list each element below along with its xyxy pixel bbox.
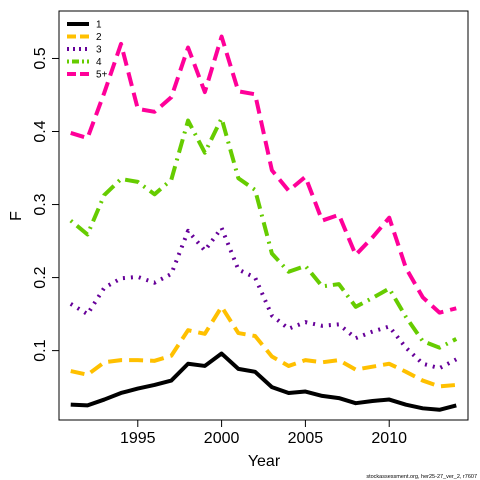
y-tick-label-0.2: 0.2: [32, 266, 49, 288]
legend-label-2: 2: [96, 32, 102, 43]
x-axis: 1995 2000 2005 2010: [120, 420, 407, 447]
y-axis: 0.1 0.2 0.3 0.4 0.5: [32, 47, 59, 362]
plot-frame: [58, 10, 469, 421]
footnote: stockassessment.org, her25-27_ver_2, r76…: [366, 474, 477, 480]
series-line-1: [70, 351, 457, 412]
series-line-3: [69, 225, 458, 371]
y-tick-label-0.5: 0.5: [32, 47, 49, 69]
legend: 12 34 5+: [67, 20, 108, 81]
legend-label-5plus: 5+: [96, 70, 108, 81]
legend-label-1: 1: [96, 20, 102, 31]
y-tick-label-0.3: 0.3: [32, 193, 49, 215]
x-tick-label-1995: 1995: [120, 430, 156, 447]
legend-label-3: 3: [96, 45, 102, 56]
x-tick-label-2010: 2010: [371, 430, 407, 447]
x-axis-title: Year: [248, 453, 281, 470]
y-tick-label-0.1: 0.1: [32, 339, 49, 361]
series-layer: [69, 34, 458, 412]
y-tick-label-0.4: 0.4: [32, 120, 49, 142]
x-tick-label-2005: 2005: [288, 430, 324, 447]
y-axis-title: F: [8, 211, 25, 221]
series-line-4: [69, 116, 458, 350]
series-line-5plus: [70, 34, 457, 315]
x-tick-label-2000: 2000: [204, 430, 240, 447]
legend-label-4: 4: [96, 57, 102, 68]
series-line-2: [70, 304, 457, 389]
